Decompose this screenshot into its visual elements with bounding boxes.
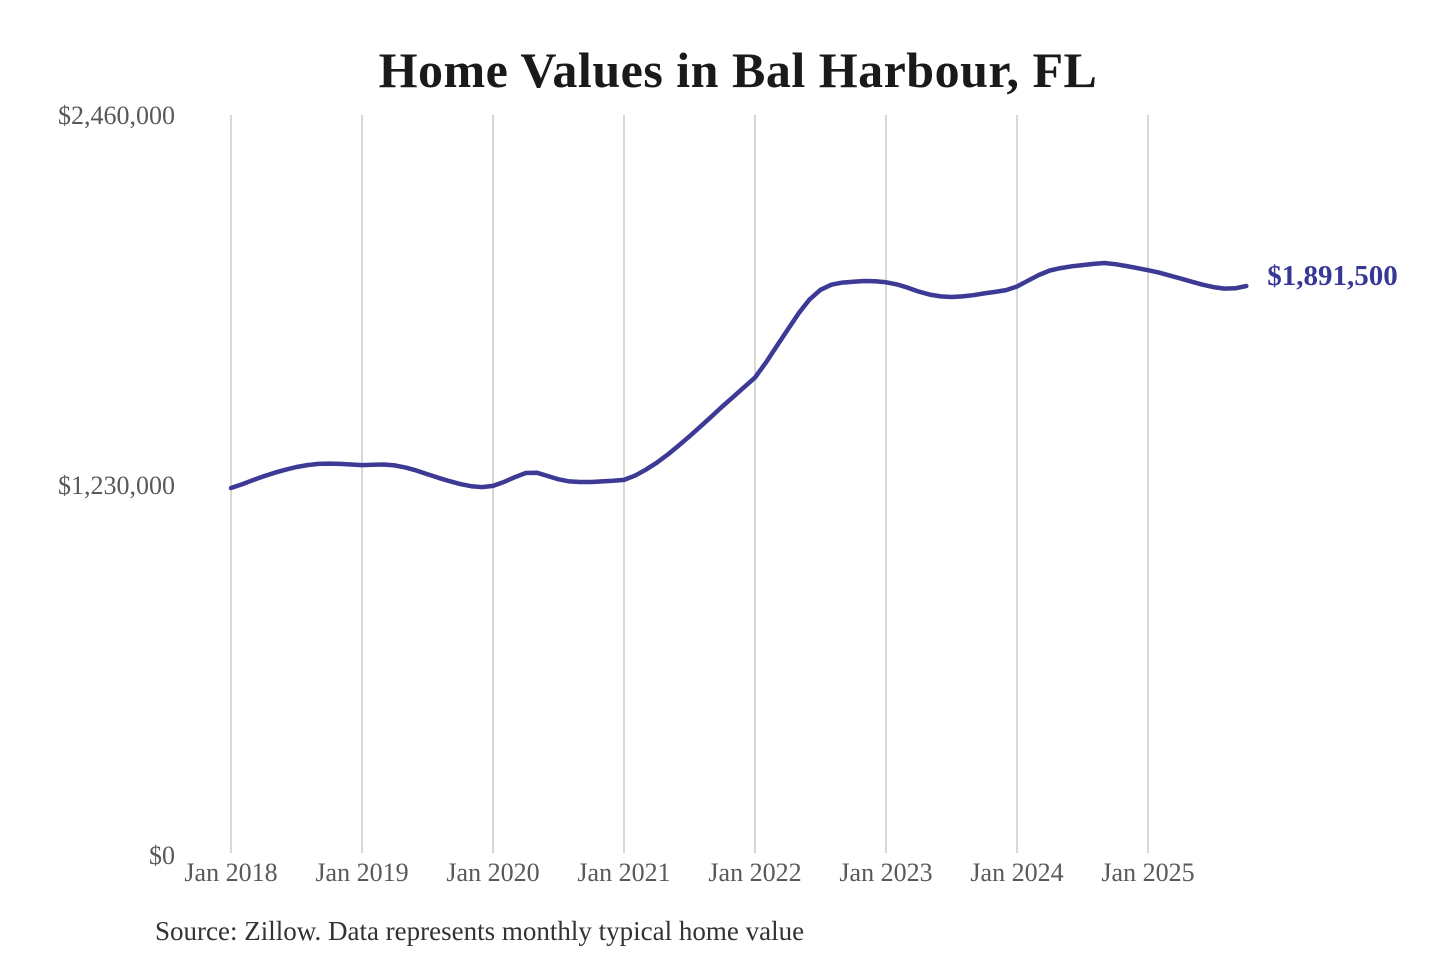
x-tick-label: Jan 2019	[315, 858, 408, 887]
y-axis-labels: $0 $1,230,000 $2,460,000	[58, 101, 175, 870]
gridlines	[230, 115, 1149, 853]
y-tick-label: $2,460,000	[58, 101, 175, 130]
y-tick-label: $0	[149, 841, 175, 870]
home-value-line	[228, 260, 1249, 491]
x-tick-label: Jan 2024	[970, 858, 1063, 887]
x-tick-label: Jan 2021	[577, 858, 670, 887]
source-note: Source: Zillow. Data represents monthly …	[155, 916, 805, 946]
x-tick-label: Jan 2023	[839, 858, 932, 887]
x-tick-label: Jan 2025	[1101, 858, 1194, 887]
x-tick-label: Jan 2018	[184, 858, 277, 887]
y-tick-label: $1,230,000	[58, 471, 175, 500]
x-tick-label: Jan 2022	[708, 858, 801, 887]
x-axis-labels: Jan 2018 Jan 2019 Jan 2020 Jan 2021 Jan 2022…	[184, 858, 1194, 887]
end-value-label: $1,891,500	[1267, 260, 1398, 292]
chart-title: Home Values in Bal Harbour, FL	[378, 42, 1098, 98]
x-tick-label: Jan 2020	[446, 858, 539, 887]
